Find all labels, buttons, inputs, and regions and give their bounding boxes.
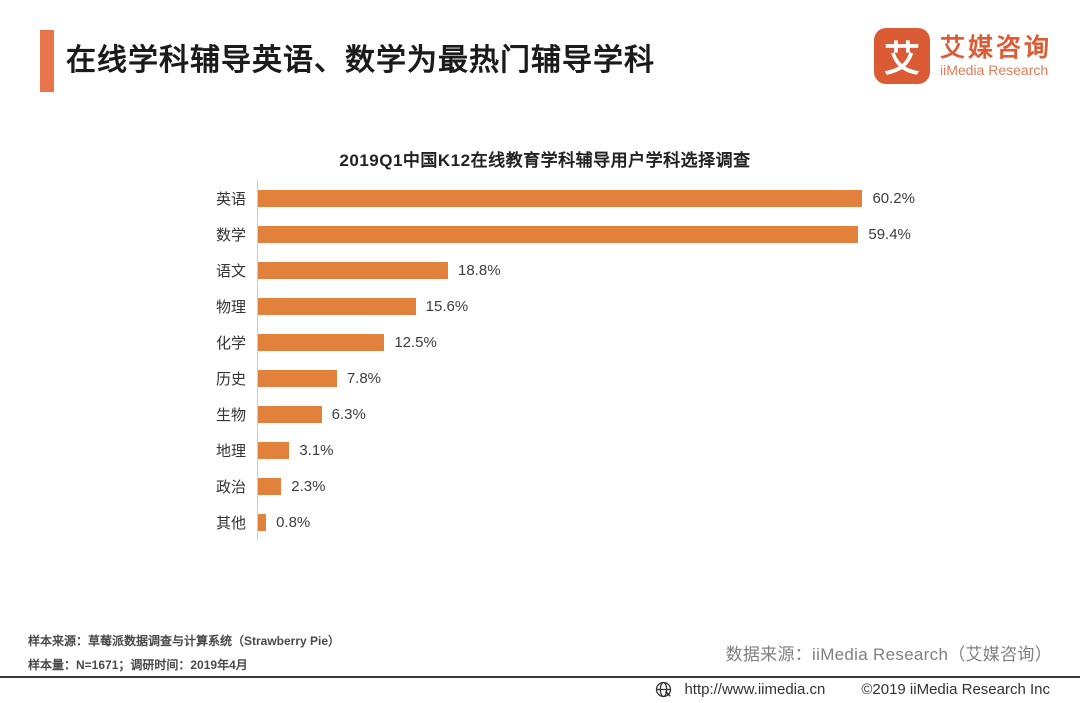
sample-source-note: 样本来源：草莓派数据调查与计算系统（Strawberry Pie） bbox=[28, 634, 341, 648]
bar-value-label: 7.8% bbox=[346, 369, 382, 387]
bar-track: 18.8% bbox=[257, 252, 915, 288]
bar-row: 数学 59.4% bbox=[215, 216, 915, 252]
bar bbox=[258, 189, 863, 207]
bar-value-label: 2.3% bbox=[291, 477, 326, 495]
bar-category-label: 其他 bbox=[215, 514, 246, 532]
bar-category-label: 物理 bbox=[215, 298, 246, 316]
bar-value-label: 3.1% bbox=[299, 441, 334, 459]
bar-value-label: 6.3% bbox=[331, 405, 366, 423]
bar bbox=[258, 261, 448, 279]
bar-value-label: 12.5% bbox=[394, 333, 437, 351]
footer: http://www.iimedia.cn ©2019 iiMedia Rese… bbox=[655, 681, 1050, 698]
footer-divider bbox=[0, 676, 1080, 678]
bar-category-label: 历史 bbox=[215, 370, 246, 388]
bar bbox=[258, 477, 282, 495]
bar-track: 59.4% bbox=[257, 216, 915, 252]
globe-icon bbox=[655, 681, 672, 698]
iimedia-logo: 艾 艾媒咨询 iiMedia Research bbox=[873, 28, 1052, 84]
bar bbox=[258, 441, 290, 459]
iimedia-logo-icon: 艾 bbox=[873, 28, 930, 84]
bar-row: 生物 6.3% bbox=[215, 396, 915, 432]
bar-track: 2.3% bbox=[257, 468, 915, 504]
bar-value-label: 60.2% bbox=[872, 189, 915, 207]
bar-row: 其他 0.8% bbox=[215, 504, 915, 540]
bar bbox=[258, 369, 337, 387]
footer-url: http://www.iimedia.cn bbox=[684, 681, 826, 698]
bar-row: 物理 15.6% bbox=[215, 288, 915, 324]
bar-category-label: 语文 bbox=[215, 262, 246, 280]
bar-row: 英语 60.2% bbox=[215, 180, 915, 216]
iimedia-logo-text: 艾媒咨询 iiMedia Research bbox=[940, 34, 1052, 79]
bar-category-label: 生物 bbox=[215, 406, 246, 424]
logo-name-cn: 艾媒咨询 bbox=[939, 33, 1052, 62]
bar-row: 语文 18.8% bbox=[215, 252, 915, 288]
bar-category-label: 化学 bbox=[215, 334, 246, 352]
bar-row: 历史 7.8% bbox=[215, 360, 915, 396]
bar bbox=[258, 297, 416, 315]
page-title: 在线学科辅导英语、数学为最热门辅导学科 bbox=[66, 44, 655, 77]
logo-name-en: iiMedia Research bbox=[939, 62, 1049, 79]
bar-category-label: 地理 bbox=[215, 442, 246, 460]
chart-title: 2019Q1中国K12在线教育学科辅导用户学科选择调查 bbox=[339, 151, 751, 170]
bar-value-label: 15.6% bbox=[425, 297, 469, 315]
sample-footnotes: 样本来源：草莓派数据调查与计算系统（Strawberry Pie） 样本量：N=… bbox=[28, 629, 340, 677]
bar bbox=[258, 513, 267, 531]
bar-value-label: 59.4% bbox=[868, 225, 911, 243]
bar-row: 地理 3.1% bbox=[215, 432, 915, 468]
bar-track: 12.5% bbox=[257, 324, 915, 360]
bar-track: 15.6% bbox=[257, 288, 915, 324]
sample-size-note: 样本量：N=1671；调研时间：2019年4月 bbox=[28, 658, 248, 672]
bar-row: 化学 12.5% bbox=[215, 324, 915, 360]
bar-track: 0.8% bbox=[257, 504, 915, 540]
bar-value-label: 0.8% bbox=[276, 513, 311, 531]
bar-chart: 英语 60.2% 数学 59.4% 语文 18.8% 物理 15.6% 化学 12.5% 历史 7.8… bbox=[215, 180, 915, 540]
bar bbox=[258, 333, 385, 351]
bar-track: 60.2% bbox=[257, 180, 915, 216]
bar-category-label: 政治 bbox=[215, 478, 246, 496]
data-source-note: 数据来源：iiMedia Research（艾媒咨询） bbox=[725, 645, 1052, 664]
bar-track: 6.3% bbox=[257, 396, 915, 432]
bar bbox=[258, 225, 859, 243]
bar-category-label: 英语 bbox=[215, 190, 246, 208]
bar-track: 3.1% bbox=[257, 432, 915, 468]
bar-row: 政治 2.3% bbox=[215, 468, 915, 504]
footer-copyright: ©2019 iiMedia Research Inc bbox=[861, 681, 1050, 698]
title-accent-bar bbox=[40, 30, 54, 92]
bar bbox=[258, 405, 322, 423]
bar-track: 7.8% bbox=[257, 360, 915, 396]
bar-value-label: 18.8% bbox=[458, 261, 501, 279]
bar-category-label: 数学 bbox=[215, 226, 246, 244]
